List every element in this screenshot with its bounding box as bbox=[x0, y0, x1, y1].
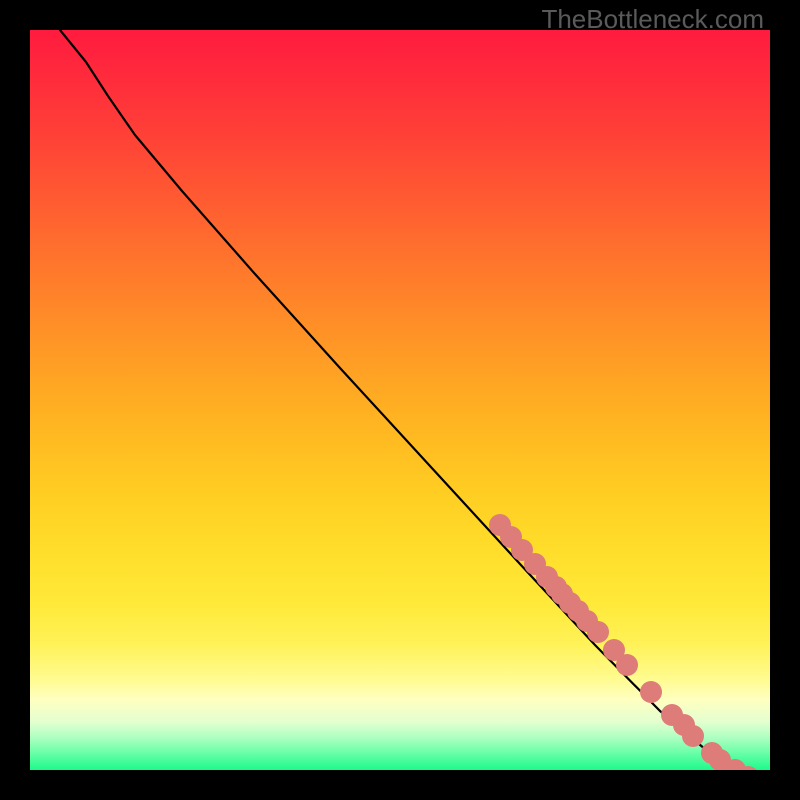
plot-area bbox=[30, 30, 770, 770]
gradient-background bbox=[30, 30, 770, 770]
watermark-text: TheBottleneck.com bbox=[541, 4, 764, 35]
